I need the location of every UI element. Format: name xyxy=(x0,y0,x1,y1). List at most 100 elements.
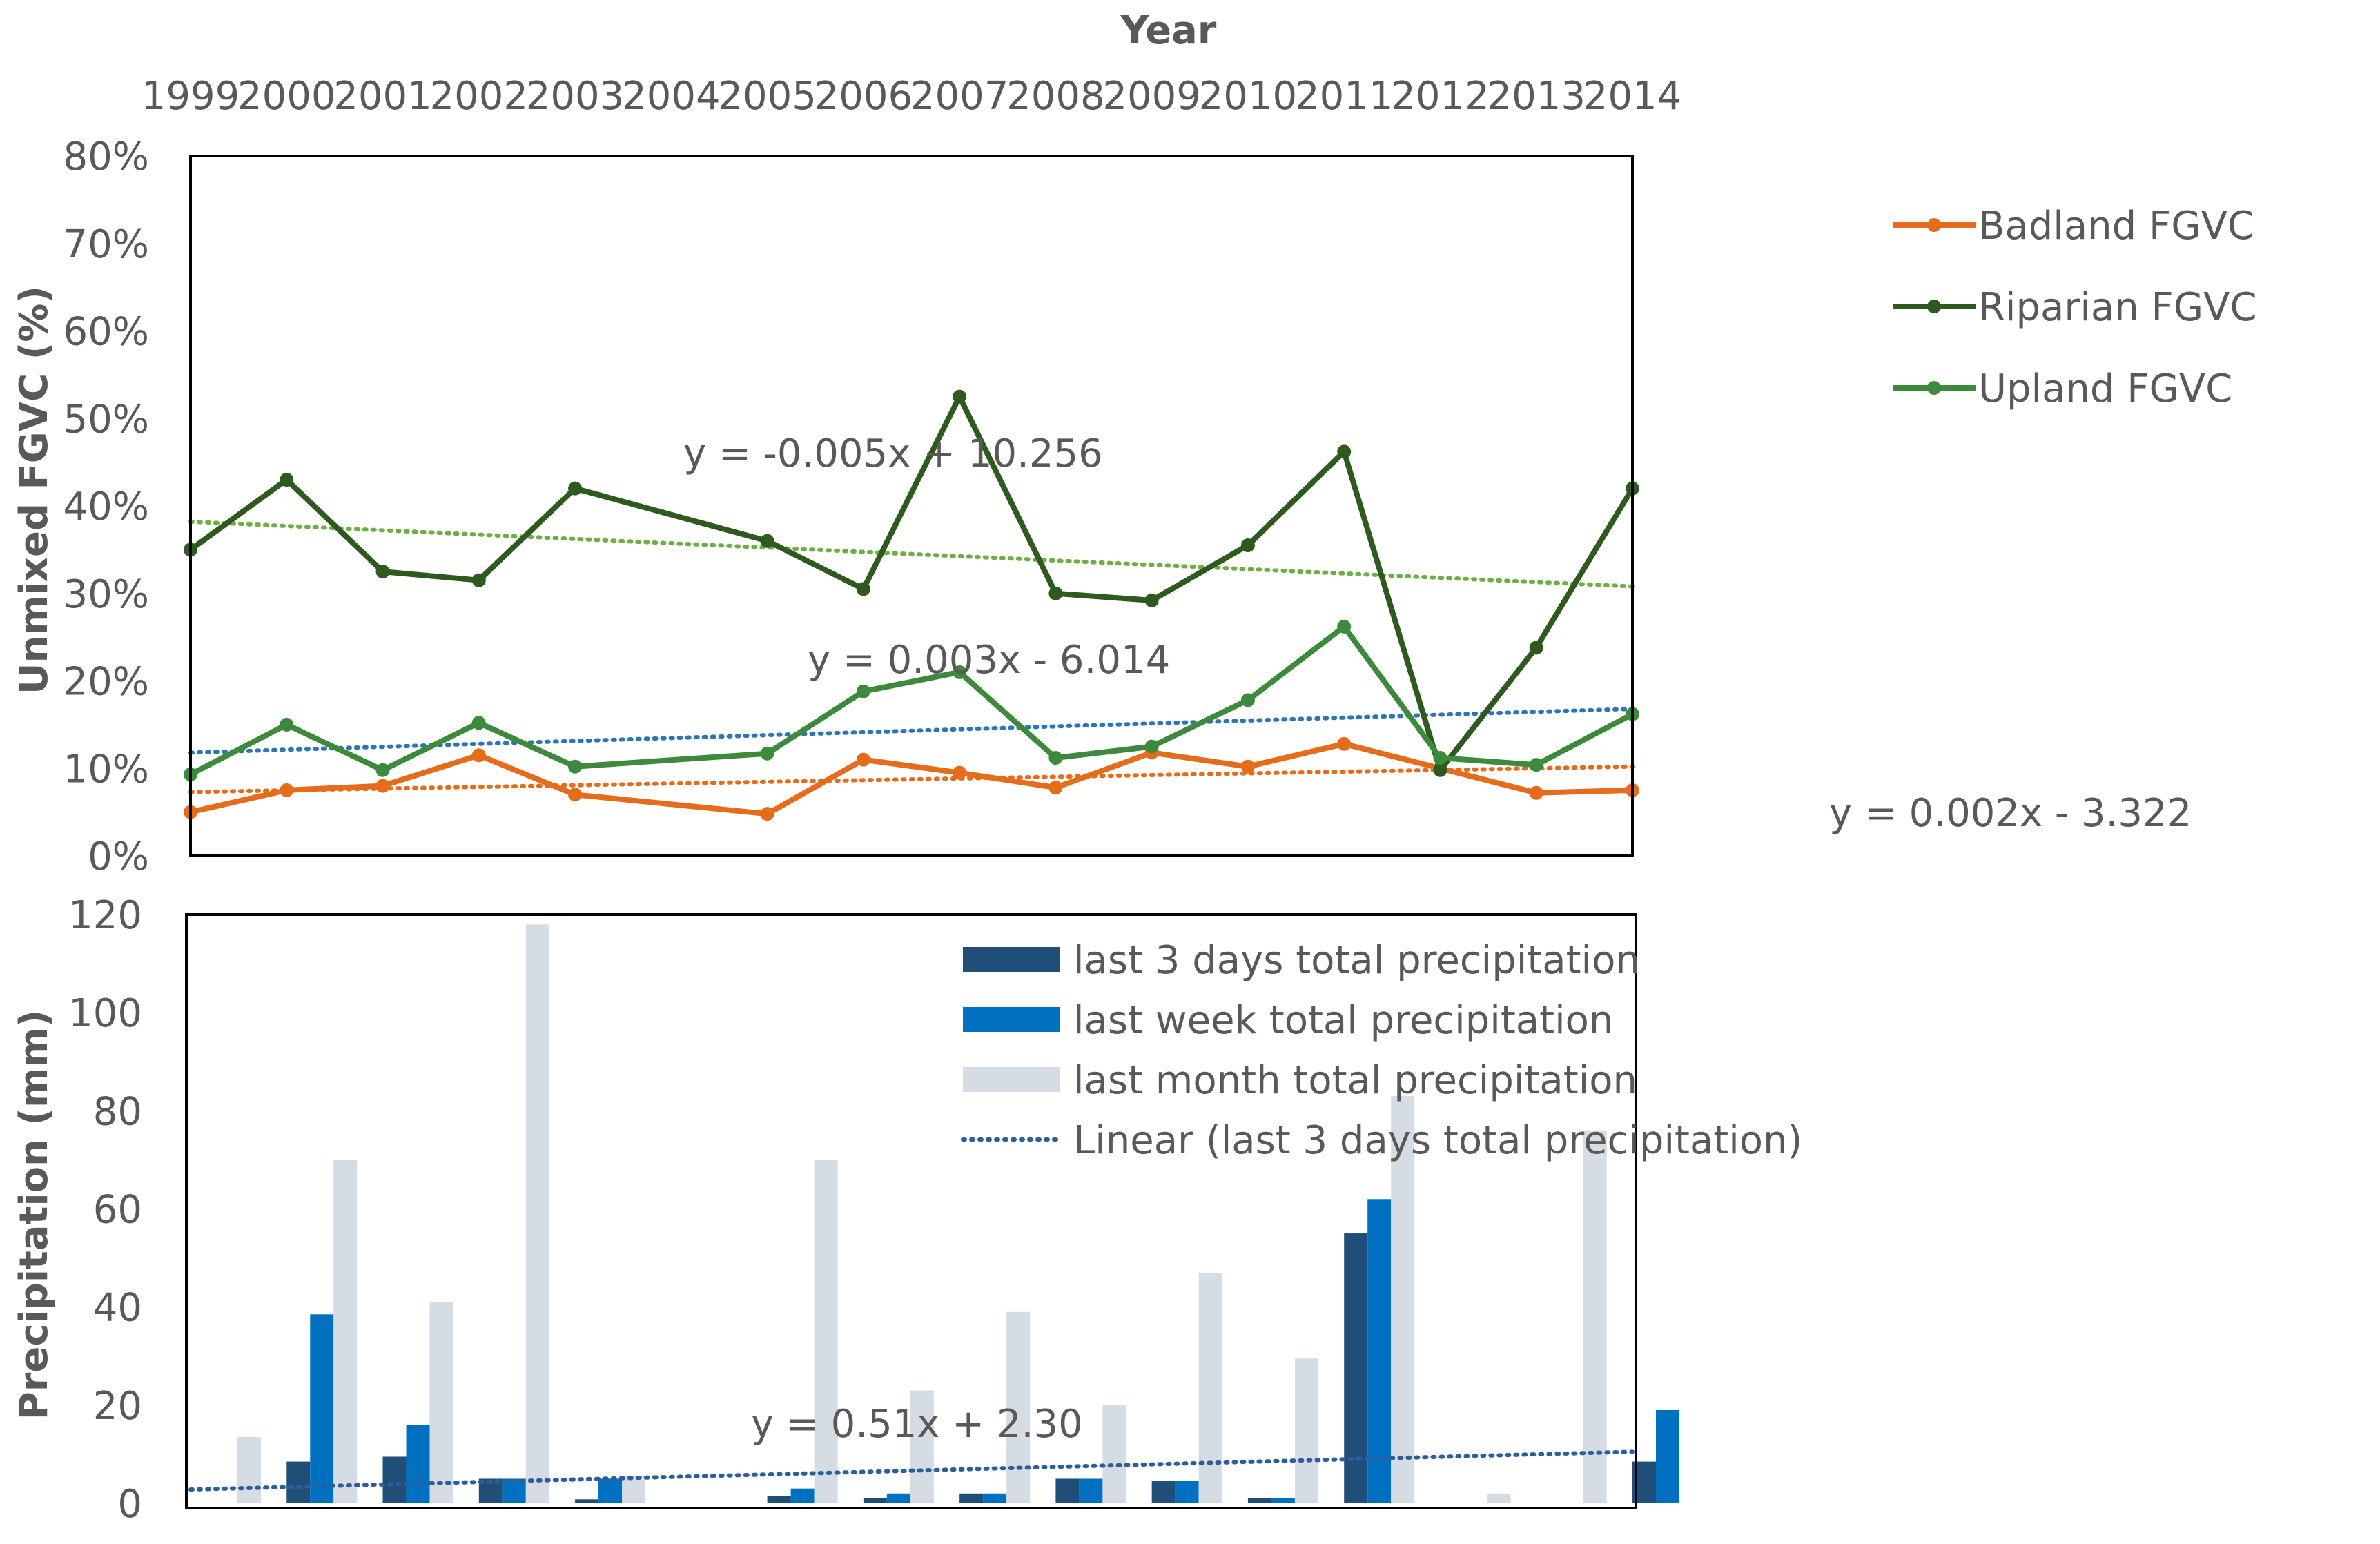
year-tick-2005: 2005 xyxy=(718,74,817,119)
upland-fgvc-point xyxy=(568,759,583,774)
last-month-total-precipitation-bar-2011 xyxy=(1391,1096,1415,1503)
year-tick-2009: 2009 xyxy=(1102,74,1201,119)
last-3-days-total-precipitation-legend-label: last 3 days total precipitation xyxy=(1073,938,1640,983)
last-3-days-total-precipitation-bar-2005 xyxy=(767,1496,791,1503)
precip-trend-equation: y = 0.51x + 2.30 xyxy=(751,1402,1083,1447)
fgvc-chart: Year 19992000200120022003200420052006200… xyxy=(12,8,2257,879)
precip-trendline-line xyxy=(188,1449,1635,1492)
last-month-total-precipitation-bar-2007 xyxy=(1006,1311,1031,1503)
riparian-fgvc-point xyxy=(856,582,870,596)
fgvc-y-tick: 0% xyxy=(88,834,149,879)
last-month-total-precipitation-bar-2010 xyxy=(1294,1358,1318,1503)
year-tick-2006: 2006 xyxy=(815,74,913,119)
year-tick-2003: 2003 xyxy=(526,74,625,119)
precip-plot-frame xyxy=(185,913,1637,1509)
badland-fgvc-point xyxy=(1529,785,1543,800)
upland-fgvc-point xyxy=(375,763,390,777)
y-axis-title-fgvc: Unmixed FGVC (%) xyxy=(12,286,57,694)
last-week-total-precipitation-bar-2008 xyxy=(1079,1478,1103,1503)
badland-fgvc-point xyxy=(471,748,486,763)
y-axis-title-precip: Precipitation (mm) xyxy=(12,1010,57,1420)
upland-fgvc-point xyxy=(280,717,294,732)
upland-fgvc-point xyxy=(1240,693,1255,707)
last-3-days-total-precipitation-bar-2006 xyxy=(863,1498,887,1503)
badland-fgvc-legend-label: Badland FGVC xyxy=(1978,204,2254,248)
last-month-total-precipitation-legend-label: last month total precipitation xyxy=(1073,1058,1637,1103)
fgvc-series xyxy=(184,389,1639,821)
year-tick-2001: 2001 xyxy=(333,74,432,119)
year-tick-2014: 2014 xyxy=(1583,74,1682,119)
year-tick-2011: 2011 xyxy=(1295,74,1394,119)
upland-fgvc-point xyxy=(1433,751,1447,765)
riparian-fgvc-point xyxy=(1433,763,1447,777)
fgvc-plot-frame xyxy=(189,155,1634,857)
last-month-total-precipitation-bar-2012 xyxy=(1487,1493,1511,1503)
last-month-total-precipitation-bar-2008 xyxy=(1102,1405,1126,1503)
last-month-total-precipitation-bar-2001 xyxy=(429,1302,453,1503)
upland-fgvc-point xyxy=(471,716,486,730)
year-tick-2004: 2004 xyxy=(622,74,721,119)
upland-fgvc-legend-marker xyxy=(1927,381,1941,395)
riparian-fgvc-point xyxy=(1529,641,1543,655)
last-month-total-precipitation-bar-2009 xyxy=(1198,1272,1222,1503)
fgvc-y-tick-labels: 0% 10% 20% 30% 40% 50% 60% 70% 80% xyxy=(64,135,149,879)
badland-fgvc-point xyxy=(1048,781,1063,795)
last-week-total-precipitation-bar-2014 xyxy=(1656,1409,1679,1503)
badland-fgvc-point xyxy=(375,779,390,793)
fgvc-y-tick: 40% xyxy=(64,485,149,529)
riparian-fgvc-legend-marker xyxy=(1927,300,1941,313)
riparian-fgvc-point xyxy=(760,534,774,548)
precip-y-tick: 60 xyxy=(93,1188,142,1233)
badland-trend-equation: y = 0.002x - 3.322 xyxy=(1829,791,2192,836)
upland-fgvc-point xyxy=(953,665,967,679)
last-3-days-total-precipitation-bar-2008 xyxy=(1055,1478,1080,1503)
upland-fgvc-point xyxy=(1048,751,1063,765)
badland-fgvc-point xyxy=(953,765,967,780)
last-month-total-precipitation-bar-2006 xyxy=(910,1390,934,1503)
year-tick-2013: 2013 xyxy=(1487,74,1586,119)
last-month-total-precipitation-bar-2013 xyxy=(1583,1130,1607,1503)
year-tick-labels: 1999200020012002200320042005200620072008… xyxy=(142,74,1682,119)
last-3-days-total-precipitation-bar-2011 xyxy=(1344,1233,1368,1503)
last-3-days-total-precipitation-bar-2010 xyxy=(1247,1498,1271,1503)
year-tick-1999: 1999 xyxy=(142,74,240,119)
badland-fgvc-point xyxy=(760,807,774,821)
x-axis-title: Year xyxy=(1120,8,1217,53)
year-tick-2000: 2000 xyxy=(237,74,336,119)
upland-fgvc-point xyxy=(856,684,870,698)
last-month-total-precipitation-bar-2000 xyxy=(333,1160,358,1503)
riparian-fgvc-point xyxy=(568,481,583,496)
upland-trend-equation: y = 0.003x - 6.014 xyxy=(808,638,1170,683)
last-month-total-precipitation-bar-2005 xyxy=(814,1160,838,1503)
badland-fgvc-point xyxy=(856,752,870,767)
last-month-total-precipitation-legend-swatch xyxy=(963,1067,1060,1092)
precip-y-tick: 20 xyxy=(93,1384,142,1429)
precip-y-tick: 120 xyxy=(68,893,142,938)
year-tick-2008: 2008 xyxy=(1006,74,1105,119)
last-3-days-total-precipitation-bar-2003 xyxy=(575,1499,599,1503)
fgvc-y-tick: 20% xyxy=(64,660,149,705)
fgvc-trendline-2 xyxy=(188,764,1635,794)
riparian-fgvc-point xyxy=(375,565,390,579)
precip-bars xyxy=(237,924,1679,1503)
precip-y-tick-labels: 0 20 40 60 80 100 120 xyxy=(68,893,142,1527)
last-week-total-precipitation-bar-2006 xyxy=(886,1493,910,1503)
fgvc-trendline-0 xyxy=(188,519,1635,589)
last-week-total-precipitation-bar-2011 xyxy=(1367,1199,1392,1503)
badland-fgvc-legend-marker xyxy=(1927,218,1941,232)
last-3-days-total-precipitation-bar-2000 xyxy=(286,1461,311,1503)
riparian-fgvc-point xyxy=(471,573,486,587)
year-tick-2002: 2002 xyxy=(430,74,529,119)
precip-y-tick: 0 xyxy=(117,1482,142,1527)
last-3-days-total-precipitation-bar-2007 xyxy=(959,1493,984,1503)
year-tick-2012: 2012 xyxy=(1391,74,1490,119)
last-week-total-precipitation-bar-2009 xyxy=(1175,1481,1199,1503)
riparian-fgvc-point xyxy=(1240,538,1255,553)
last-3-days-total-precipitation-bar-2001 xyxy=(382,1456,407,1503)
riparian-trend-equation: y = -0.005x + 10.256 xyxy=(683,431,1103,476)
fgvc-trendline-1 xyxy=(188,707,1635,755)
riparian-fgvc-legend-label: Riparian FGVC xyxy=(1978,285,2257,330)
last-week-total-precipitation-bar-2001 xyxy=(406,1425,430,1503)
last-week-total-precipitation-bar-2003 xyxy=(598,1478,623,1503)
last-week-total-precipitation-bar-2005 xyxy=(790,1488,815,1503)
